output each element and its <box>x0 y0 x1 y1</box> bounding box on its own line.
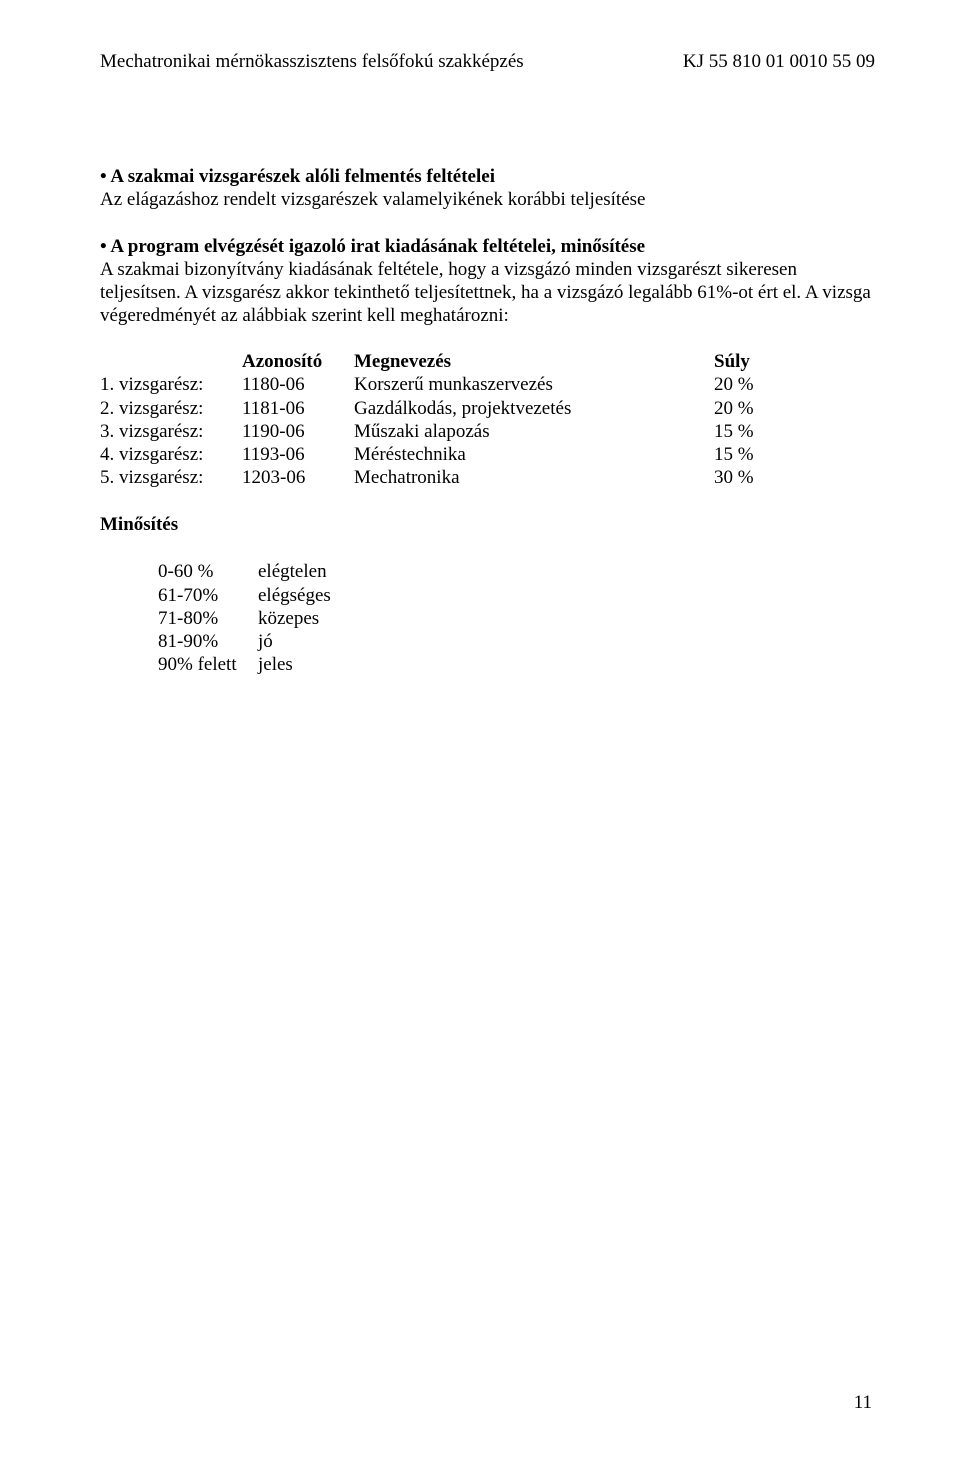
table-cell: Mechatronika <box>354 466 714 489</box>
table-cell: 3. vizsgarész: <box>100 420 242 443</box>
grade-range: 0-60 % <box>158 560 258 583</box>
table-cell: 1193-06 <box>242 443 354 466</box>
table-row: 4. vizsgarész: 1193-06 Méréstechnika 15 … <box>100 443 875 466</box>
table-cell: 20 % <box>714 397 784 420</box>
page-number: 11 <box>854 1391 872 1414</box>
table-cell: 4. vizsgarész: <box>100 443 242 466</box>
table-header-megnevezes: Megnevezés <box>354 350 714 373</box>
table-cell: 1. vizsgarész: <box>100 373 242 396</box>
table-cell: 15 % <box>714 443 784 466</box>
grade-row: 71-80% közepes <box>158 607 875 630</box>
grade-label: elégséges <box>258 584 378 607</box>
header-left: Mechatronikai mérnökasszisztens felsőfok… <box>100 50 524 73</box>
section1-text: Az elágazáshoz rendelt vizsgarészek vala… <box>100 188 875 211</box>
grade-range: 61-70% <box>158 584 258 607</box>
grade-label: jeles <box>258 653 378 676</box>
grade-range: 90% felett <box>158 653 258 676</box>
table-row: 3. vizsgarész: 1190-06 Műszaki alapozás … <box>100 420 875 443</box>
table-cell: 1203-06 <box>242 466 354 489</box>
table-row: 5. vizsgarész: 1203-06 Mechatronika 30 % <box>100 466 875 489</box>
grade-range: 81-90% <box>158 630 258 653</box>
table-cell: 30 % <box>714 466 784 489</box>
table-row: 2. vizsgarész: 1181-06 Gazdálkodás, proj… <box>100 397 875 420</box>
grade-row: 81-90% jó <box>158 630 875 653</box>
minosites-heading: Minősítés <box>100 513 875 536</box>
section2-text: A szakmai bizonyítvány kiadásának feltét… <box>100 258 875 328</box>
grade-row: 61-70% elégséges <box>158 584 875 607</box>
grades-list: 0-60 % elégtelen 61-70% elégséges 71-80%… <box>158 560 875 676</box>
table-cell: 2. vizsgarész: <box>100 397 242 420</box>
table-header-suly: Súly <box>714 350 784 373</box>
table-cell: 20 % <box>714 373 784 396</box>
table-cell: 5. vizsgarész: <box>100 466 242 489</box>
grade-row: 90% felett jeles <box>158 653 875 676</box>
table-cell: 1181-06 <box>242 397 354 420</box>
header-right: KJ 55 810 01 0010 55 09 <box>683 50 875 73</box>
grade-label: elégtelen <box>258 560 378 583</box>
table-cell: Korszerű munkaszervezés <box>354 373 714 396</box>
grade-label: jó <box>258 630 378 653</box>
grade-range: 71-80% <box>158 607 258 630</box>
table-cell: 15 % <box>714 420 784 443</box>
section2-heading: • A program elvégzését igazoló irat kiad… <box>100 235 875 258</box>
table-header-row: Azonosító Megnevezés Súly <box>100 350 875 373</box>
page-header: Mechatronikai mérnökasszisztens felsőfok… <box>100 50 875 73</box>
grade-label: közepes <box>258 607 378 630</box>
table-cell: 1190-06 <box>242 420 354 443</box>
table-cell: Műszaki alapozás <box>354 420 714 443</box>
table-cell: 1180-06 <box>242 373 354 396</box>
grade-row: 0-60 % elégtelen <box>158 560 875 583</box>
table-cell: Gazdálkodás, projektvezetés <box>354 397 714 420</box>
table-row: 1. vizsgarész: 1180-06 Korszerű munkasze… <box>100 373 875 396</box>
table-header-azonosito: Azonosító <box>242 350 354 373</box>
table-cell: Méréstechnika <box>354 443 714 466</box>
section1-heading: • A szakmai vizsgarészek alóli felmentés… <box>100 165 875 188</box>
weights-table: Azonosító Megnevezés Súly 1. vizsgarész:… <box>100 350 875 489</box>
table-header-empty <box>100 350 242 373</box>
